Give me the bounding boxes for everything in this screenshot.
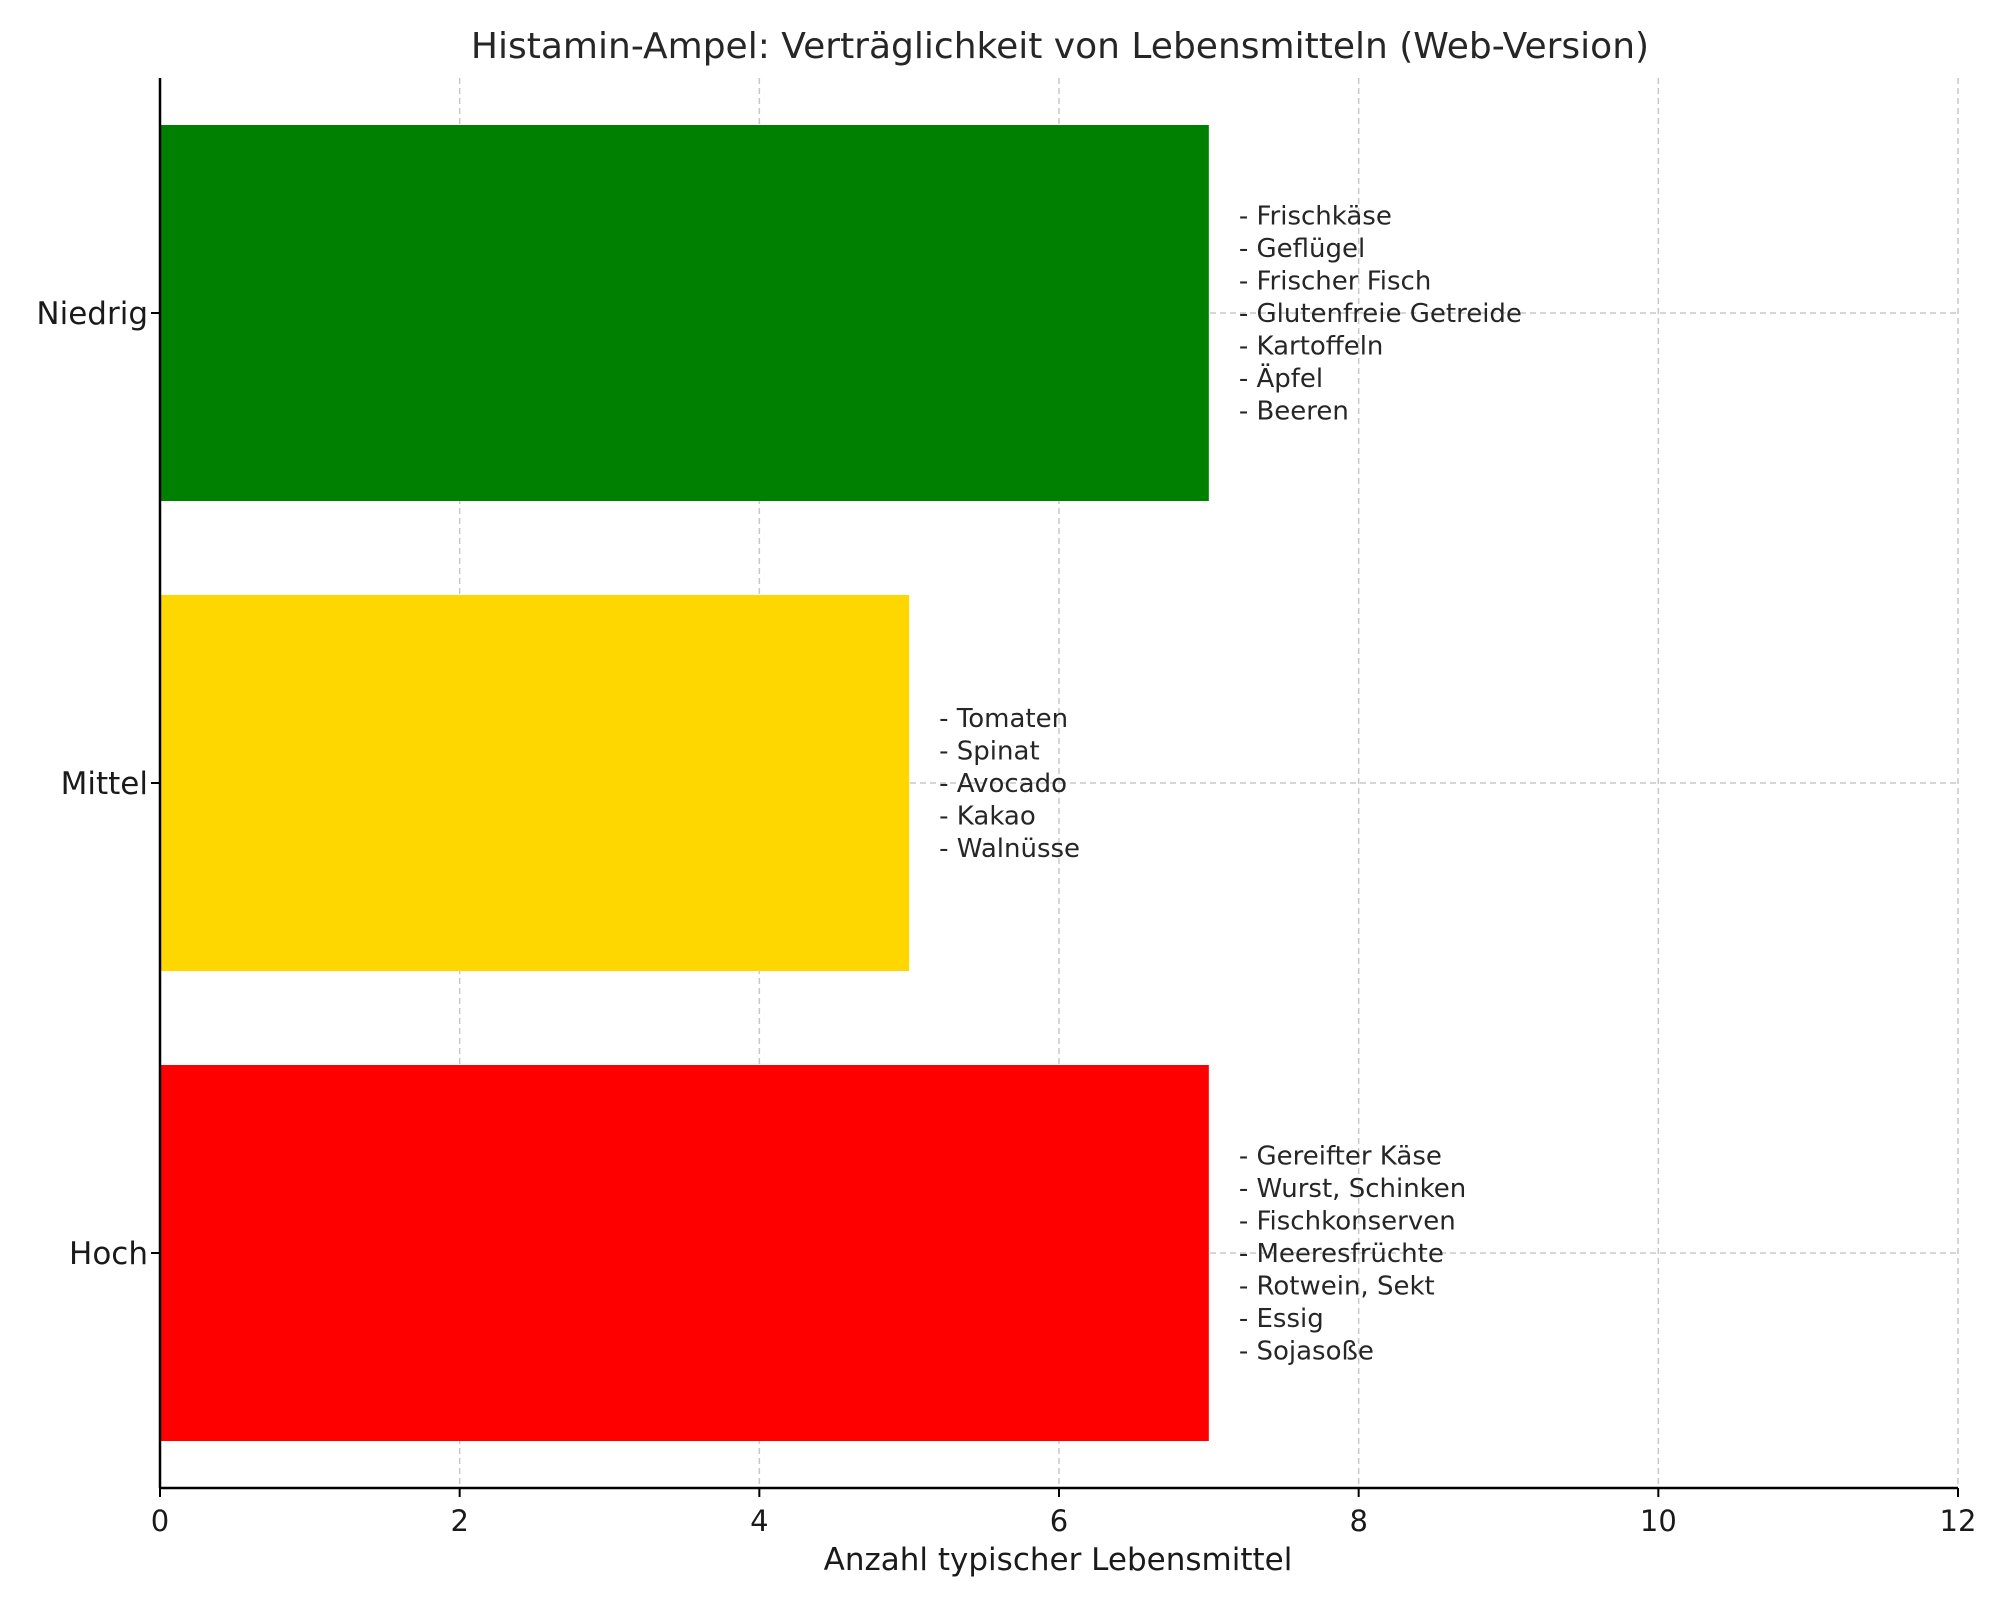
annotation-line: - Walnüsse — [939, 834, 1080, 864]
x-tick-label: 10 — [1640, 1504, 1677, 1538]
annotation-line: - Äpfel — [1239, 362, 1323, 394]
category-label: Niedrig — [36, 296, 148, 332]
x-tick-label: 6 — [1050, 1504, 1068, 1538]
bars — [160, 125, 1209, 1441]
annotation-line: - Tomaten — [939, 704, 1068, 734]
bar-mittel — [160, 595, 910, 971]
annotation-line: - Glutenfreie Getreide — [1239, 299, 1522, 329]
annotation-line: - Sojasoße — [1239, 1337, 1374, 1367]
x-tick-label: 2 — [450, 1504, 468, 1538]
x-tick-label: 8 — [1349, 1504, 1367, 1538]
bar-hoch — [160, 1065, 1209, 1441]
category-label: Hoch — [69, 1236, 148, 1272]
annotation-line: - Kakao — [939, 802, 1036, 832]
annotation-line: - Wurst, Schinken — [1239, 1174, 1466, 1204]
x-tick-label: 0 — [151, 1504, 169, 1538]
annotation-line: - Frischer Fisch — [1239, 267, 1432, 297]
x-tick-label: 12 — [1940, 1504, 1977, 1538]
annotation-line: - Gereifter Käse — [1239, 1142, 1442, 1172]
annotation-line: - Beeren — [1239, 397, 1349, 427]
annotation-line: - Spinat — [939, 737, 1039, 767]
bar-annotations: - Frischkäse- Geflügel- Frischer Fisch- … — [939, 202, 1522, 1367]
y-ticks: Niedrig Mittel Hoch — [36, 296, 160, 1272]
annotation-line: - Fischkonserven — [1239, 1207, 1456, 1237]
x-axis-label: Anzahl typischer Lebensmittel — [824, 1542, 1293, 1578]
annotation-line: - Meeresfrüchte — [1239, 1239, 1444, 1269]
annotation-line: - Avocado — [939, 769, 1067, 799]
category-label: Mittel — [61, 766, 148, 802]
x-tick-label: 4 — [750, 1504, 768, 1538]
annotation-line: - Kartoffeln — [1239, 332, 1384, 362]
annotation-line: - Geflügel — [1239, 234, 1365, 264]
x-ticks: 0 2 4 6 8 10 12 — [151, 1488, 1977, 1538]
chart-title: Histamin-Ampel: Verträglichkeit von Lebe… — [471, 26, 1649, 67]
annotation-line: - Essig — [1239, 1304, 1324, 1334]
annotation-line: - Frischkäse — [1239, 202, 1392, 232]
annotation-line: - Rotwein, Sekt — [1239, 1272, 1435, 1302]
bar-niedrig — [160, 125, 1209, 501]
